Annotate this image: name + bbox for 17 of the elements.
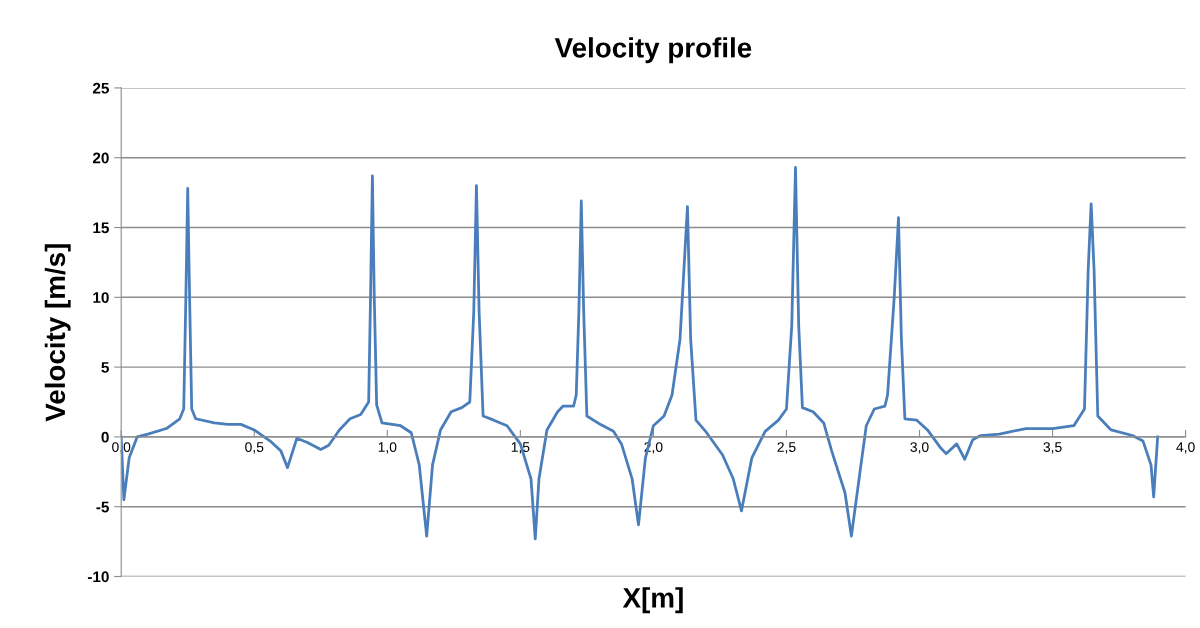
- x-axis-title: X[m]: [622, 587, 683, 614]
- y-tick-label: 25: [92, 82, 109, 94]
- x-tick-label: 0,5: [245, 442, 264, 454]
- x-tick-label: 3,0: [910, 442, 929, 454]
- x-tick-label: 2,5: [777, 442, 796, 454]
- y-tick-label: -5: [96, 501, 109, 513]
- y-tick-label: 20: [92, 152, 109, 164]
- y-tick-label: 0: [101, 431, 109, 443]
- y-tick-label: 15: [93, 222, 109, 234]
- chart-title: Velocity profile: [554, 37, 752, 64]
- y-tick-label: -10: [87, 571, 109, 583]
- y-tick-label: 10: [93, 292, 109, 303]
- y-axis-title: Velocity [m/s]: [44, 244, 71, 422]
- y-tick-label: 5: [101, 362, 109, 373]
- x-tick-label: 4,0: [1176, 442, 1195, 454]
- x-tick-label: 1,0: [378, 442, 397, 454]
- x-tick-label: 3,5: [1043, 442, 1062, 454]
